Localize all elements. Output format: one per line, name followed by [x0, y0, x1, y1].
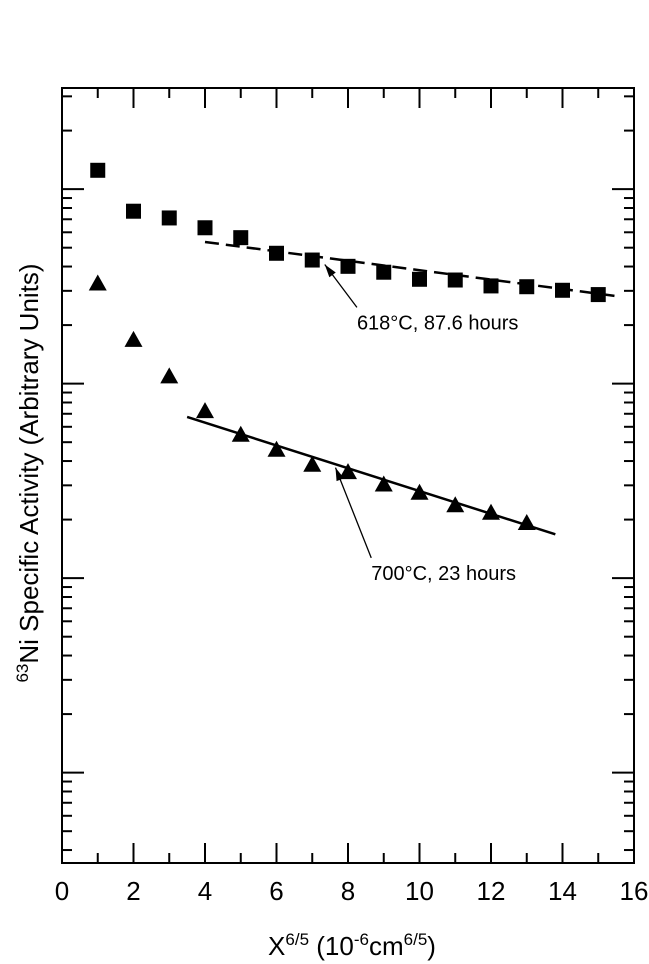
square-marker: [376, 264, 392, 280]
triangle-marker: [88, 274, 107, 291]
x-axis-title-unit-open: (10: [309, 931, 354, 961]
square-marker: [233, 230, 249, 246]
x-axis-tick-labels: 0 2 4 6 8 10 12 14 16: [55, 876, 649, 906]
x-axis-title-unit-close: ): [427, 931, 436, 961]
annotation-arrow-head: [324, 264, 336, 278]
triangle-marker: [231, 425, 250, 442]
square-marker: [590, 287, 606, 303]
square-marker: [483, 278, 499, 294]
x-tick-label: 6: [269, 876, 283, 906]
y-axis-ticks: [62, 95, 634, 852]
data-markers: [88, 162, 606, 531]
x-axis-title-unit-sup2: 6/5: [404, 930, 428, 949]
x-tick-label: 4: [198, 876, 212, 906]
square-marker: [197, 220, 213, 236]
square-marker: [412, 271, 427, 287]
square-marker: [269, 245, 284, 261]
triangle-marker: [339, 463, 357, 480]
y-axis-title-text: Ni Specific Activity (Arbitrary Units): [14, 263, 44, 663]
annotation-label: 700°C, 23 hours: [371, 563, 516, 585]
x-tick-label: 2: [126, 876, 140, 906]
x-axis-title-base: X: [268, 931, 285, 961]
triangle-marker: [517, 514, 536, 531]
fit-lines: [186, 240, 617, 536]
fit-line-dashed: [204, 240, 617, 298]
x-axis-ticks: [96, 88, 600, 863]
triangle-marker: [267, 440, 286, 457]
triangle-marker: [196, 402, 214, 419]
x-tick-label: 0: [55, 876, 69, 906]
x-axis-title-unit-mid: cm: [369, 931, 404, 961]
x-tick-label: 8: [341, 876, 355, 906]
square-marker: [519, 279, 535, 295]
square-marker: [447, 272, 463, 288]
triangle-marker: [124, 330, 143, 347]
x-tick-label: 12: [477, 876, 506, 906]
square-marker: [340, 258, 356, 274]
square-marker: [161, 210, 177, 226]
annotation-arrow-head: [335, 467, 344, 482]
triangle-marker: [303, 455, 322, 472]
square-marker: [126, 203, 141, 219]
annotations: 618°C, 87.6 hours 700°C, 23 hours: [324, 264, 518, 585]
triangle-marker: [160, 367, 179, 384]
triangle-marker: [482, 503, 500, 520]
annotation-label: 618°C, 87.6 hours: [357, 312, 518, 334]
x-tick-label: 10: [405, 876, 434, 906]
y-axis-title-sup: 63: [13, 664, 32, 683]
x-axis-title-base-sup: 6/5: [285, 930, 309, 949]
triangle-marker: [410, 483, 429, 500]
x-axis-title-unit-sup: -6: [354, 930, 369, 949]
x-axis-title: X6/5 (10-6cm6/5): [268, 930, 436, 961]
y-axis-title: 63Ni Specific Activity (Arbitrary Units): [13, 263, 44, 682]
square-marker: [90, 162, 106, 178]
square-marker: [304, 252, 320, 268]
annotation-arrow-line: [334, 467, 372, 559]
x-tick-label: 16: [620, 876, 649, 906]
x-tick-label: 14: [548, 876, 577, 906]
triangle-marker: [446, 496, 465, 513]
triangle-marker: [374, 475, 393, 492]
square-marker: [555, 282, 570, 298]
